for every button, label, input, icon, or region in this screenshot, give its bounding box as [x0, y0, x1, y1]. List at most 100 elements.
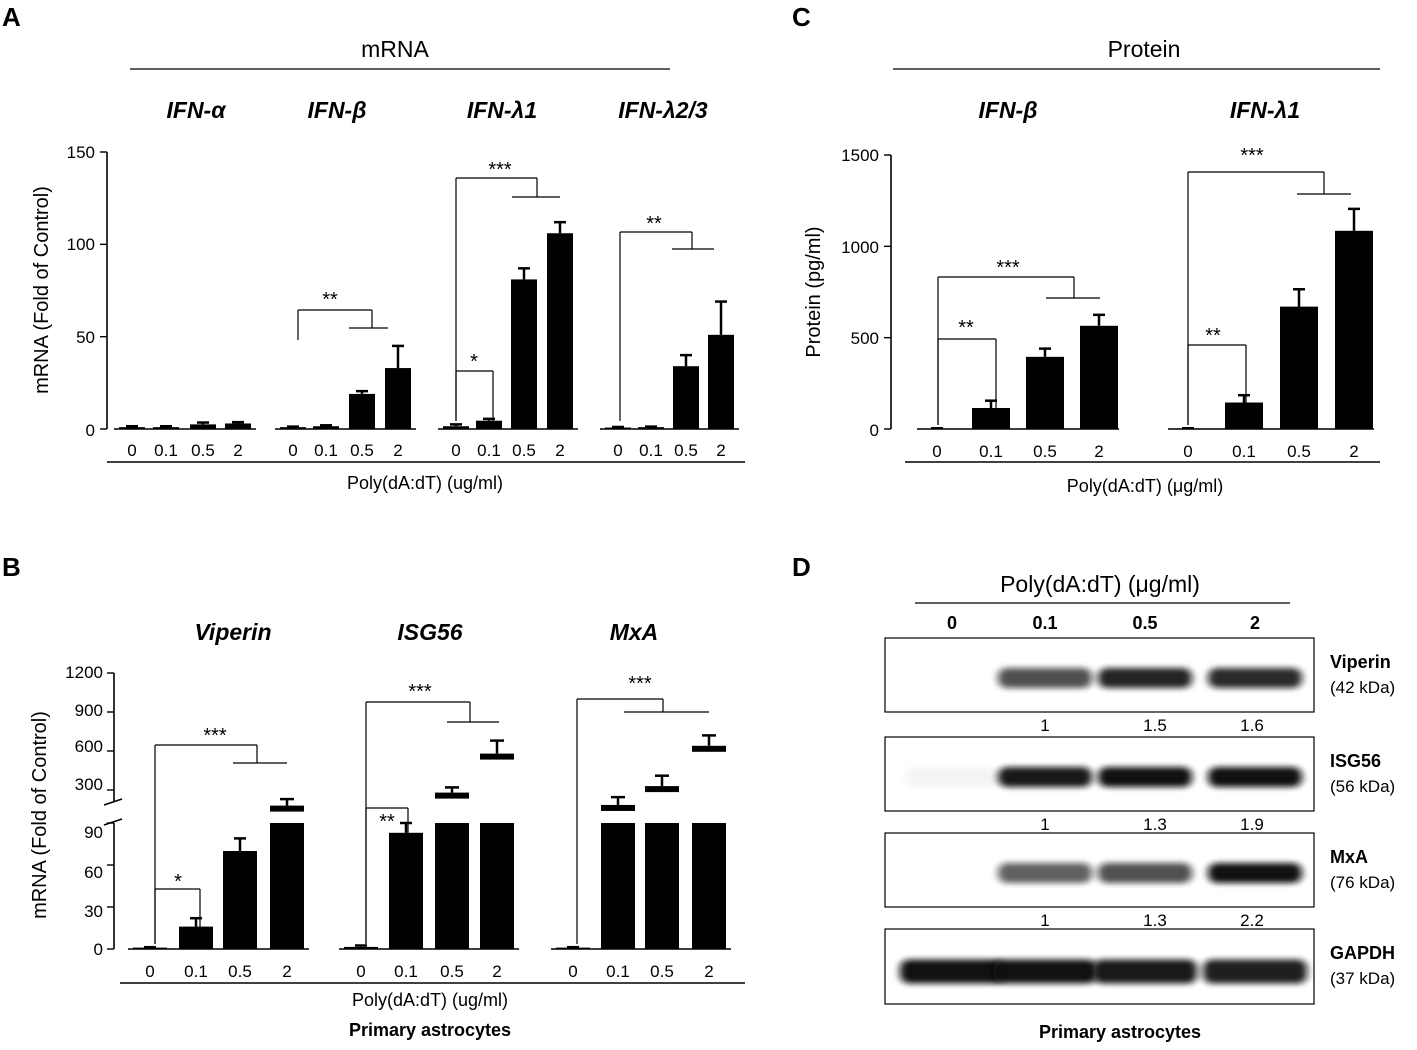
panel-c-sig: ***	[996, 257, 1020, 279]
bar	[344, 946, 378, 949]
blot-molecular-weight: (76 kDa)	[1330, 873, 1395, 892]
blot-molecular-weight: (42 kDa)	[1330, 678, 1395, 697]
bar	[225, 423, 251, 429]
panel-c-ytick: 1000	[841, 238, 879, 257]
panel-a-group-ifn-l23: IFN-λ2/3	[618, 97, 708, 123]
panel-a-ytick: 150	[67, 143, 95, 162]
panel-b-ytick: 90	[84, 823, 103, 842]
panel-c-ytick: 500	[851, 329, 879, 348]
x-tick-label: 0.5	[228, 962, 252, 981]
panel-b-group-isg56: ISG56	[397, 619, 462, 645]
panel-c-xlabel: Poly(dA:dT) (μg/ml)	[1067, 476, 1223, 496]
x-tick-label: 0.1	[154, 441, 178, 460]
blot-protein-name: MxA	[1330, 847, 1368, 867]
panel-d-dose-label: 2	[1250, 613, 1260, 633]
y-axis-break	[103, 818, 123, 826]
x-tick-label: 2	[233, 441, 242, 460]
x-tick-label: 0	[1183, 442, 1192, 461]
y-axis-break	[103, 798, 123, 806]
x-tick-label: 2	[492, 962, 501, 981]
panel-c-ytick: 1500	[841, 146, 879, 165]
protein-band	[905, 767, 999, 787]
x-tick-label: 0	[127, 441, 136, 460]
bar	[313, 426, 339, 429]
panel-b-letter: B	[2, 552, 21, 582]
bar	[389, 832, 423, 949]
x-tick-label: 0.1	[1232, 442, 1256, 461]
bar	[1026, 356, 1064, 429]
panel-a-group-ifn-beta: IFN-β	[308, 97, 367, 123]
blot-molecular-weight: (56 kDa)	[1330, 777, 1395, 796]
bar	[601, 823, 635, 949]
x-tick-label: 0	[568, 962, 577, 981]
panel-b-ytick: 30	[84, 902, 103, 921]
bar-upper-segment	[480, 753, 514, 760]
bar	[179, 926, 213, 949]
protein-band	[998, 767, 1092, 787]
x-tick-label: 2	[716, 441, 725, 460]
x-tick-label: 0.1	[477, 441, 501, 460]
blot-protein-name: Viperin	[1330, 652, 1391, 672]
bar	[153, 427, 179, 429]
panel-b-footer: Primary astrocytes	[349, 1020, 511, 1040]
panel-b-sig: *	[174, 871, 182, 893]
x-tick-label: 0.5	[1033, 442, 1057, 461]
protein-band	[993, 959, 1097, 984]
x-tick-label: 0.1	[394, 962, 418, 981]
x-tick-label: 0.1	[639, 441, 663, 460]
x-tick-label: 0.5	[512, 441, 536, 460]
bar	[443, 426, 469, 429]
bar	[972, 407, 1010, 429]
panel-b-ytick: 900	[75, 701, 103, 720]
panel-b-chart: Viperin ISG56 MxA mRNA (Fold of Control)…	[29, 619, 745, 1040]
x-tick-label: 0	[288, 441, 297, 460]
panel-b-ylabel: mRNA (Fold of Control)	[29, 711, 51, 919]
panel-a-group-ifn-alpha: IFN-α	[167, 97, 228, 123]
panel-a-header: mRNA	[361, 36, 429, 62]
x-tick-label: 0	[451, 441, 460, 460]
x-tick-label: 2	[1094, 442, 1103, 461]
bar-upper-segment	[601, 804, 635, 811]
panel-c-ytick: 0	[870, 421, 879, 440]
panel-b-xlabel: Poly(dA:dT) (ug/ml)	[352, 990, 508, 1010]
x-tick-label: 2	[1349, 442, 1358, 461]
panel-d-western-blot: Poly(dA:dT) (μg/ml) 0 0.1 0.5 2 Primary …	[884, 571, 1395, 1042]
panel-a-sig: ***	[488, 159, 512, 181]
panel-a-chart: mRNA IFN-α IFN-β IFN-λ1 IFN-λ2/3 mRNA (F…	[31, 36, 745, 493]
x-tick-label: 0.5	[350, 441, 374, 460]
panel-d-dose-label: 0.1	[1032, 613, 1057, 633]
panel-b-sig: **	[379, 811, 395, 833]
bar	[692, 823, 726, 949]
panel-d-dose-label: 0.5	[1132, 613, 1157, 633]
protein-band	[1098, 668, 1192, 688]
panel-b-ytick: 600	[75, 737, 103, 756]
panel-b-sig: ***	[203, 725, 227, 747]
bar	[645, 823, 679, 949]
panel-a-sig: *	[470, 351, 478, 373]
protein-band	[1208, 767, 1302, 787]
x-tick-label: 0.1	[314, 441, 338, 460]
panel-d-header: Poly(dA:dT) (μg/ml)	[1000, 571, 1200, 597]
bar	[435, 823, 469, 949]
panel-b-ytick: 300	[75, 775, 103, 794]
blot-quantification: 1.9	[1240, 815, 1264, 834]
protein-band	[998, 863, 1092, 883]
blot-quantification: 1	[1040, 815, 1049, 834]
bar	[280, 427, 306, 429]
panel-b-ytick: 1200	[65, 663, 103, 682]
panel-d-footer: Primary astrocytes	[1039, 1022, 1201, 1042]
bar-upper-segment	[270, 805, 304, 812]
panel-c-header: Protein	[1108, 36, 1181, 62]
panel-c-sig: **	[958, 317, 974, 339]
panel-a-ytick: 0	[86, 421, 95, 440]
x-tick-label: 2	[704, 962, 713, 981]
protein-band	[998, 668, 1092, 688]
bar	[476, 420, 502, 429]
x-tick-label: 0.1	[606, 962, 630, 981]
x-tick-label: 0.1	[979, 442, 1003, 461]
panel-c-group-ifn-beta: IFN-β	[979, 97, 1038, 123]
x-tick-label: 2	[282, 962, 291, 981]
bar	[1335, 230, 1373, 429]
blot-protein-name: GAPDH	[1330, 943, 1395, 963]
